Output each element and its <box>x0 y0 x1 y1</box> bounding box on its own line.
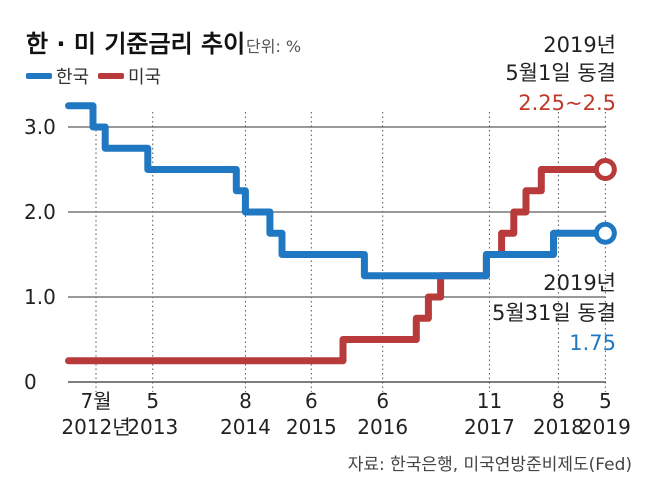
annotation-korea-date: 5월31일 동결 <box>492 301 616 325</box>
annotation-us: 2019년 5월1일 동결 2.25~2.5 <box>505 33 616 115</box>
y-tick-label-0: 0 <box>24 370 37 394</box>
series <box>65 102 617 365</box>
x-tick-label-6-0: 8 <box>552 389 565 413</box>
y-tick-label-3: 3.0 <box>24 115 56 139</box>
legend-swatch-us <box>98 73 124 79</box>
x-tick-label-6-1: 2018 <box>533 415 584 439</box>
x-tick-label-7-0: 5 <box>599 389 612 413</box>
x-tick-label-4-0: 6 <box>376 389 389 413</box>
x-tick-label-4-1: 2016 <box>357 415 408 439</box>
legend-label-us: 미국 <box>128 67 161 88</box>
annotation-korea-year: 2019년 <box>543 271 616 295</box>
legend: 한국 미국 <box>26 67 161 88</box>
y-tick-label-2: 2.0 <box>24 200 56 224</box>
unit-label: 단위: % <box>246 37 301 56</box>
x-tick-label-5-1: 2017 <box>464 415 515 439</box>
annotation-us-value: 2.25~2.5 <box>518 91 616 115</box>
series-line-1 <box>65 166 609 365</box>
x-tick-label-0-0: 7월 <box>80 389 111 413</box>
x-tick-label-3-1: 2015 <box>286 415 337 439</box>
chart-title: 한 · 미 기준금리 추이 <box>26 30 245 58</box>
annotation-korea-value: 1.75 <box>569 331 616 355</box>
y-tick-label-1: 1.0 <box>24 285 56 309</box>
x-tick-label-5-0: 11 <box>477 389 502 413</box>
source-note: 자료: 한국은행, 미국연방준비제도(Fed) <box>348 455 632 475</box>
x-tick-label-0-1: 2012년 <box>61 415 130 439</box>
annotation-korea: 2019년 5월31일 동결 1.75 <box>492 271 616 355</box>
x-tick-label-7-1: 2019 <box>580 415 631 439</box>
series-line-0 <box>65 102 609 280</box>
x-tick-label-2-0: 8 <box>239 389 252 413</box>
series-end-marker-1 <box>593 158 617 181</box>
x-tick-label-2-1: 2014 <box>220 415 271 439</box>
y-axis: 0 1.0 2.0 3.0 <box>24 115 56 394</box>
legend-label-korea: 한국 <box>56 67 89 88</box>
series-end-marker-0 <box>593 221 617 245</box>
x-tick-label-3-0: 6 <box>305 389 318 413</box>
legend-swatch-korea <box>26 73 52 79</box>
annotation-us-year: 2019년 <box>543 33 616 57</box>
x-tick-label-1-1: 2013 <box>127 415 178 439</box>
x-axis: 7월2012년520138201462015620161120178201852… <box>61 389 630 439</box>
x-tick-label-1-0: 5 <box>146 389 159 413</box>
annotation-us-date: 5월1일 동결 <box>505 61 616 85</box>
